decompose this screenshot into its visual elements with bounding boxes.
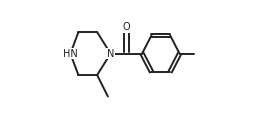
Text: N: N [107,49,114,59]
Text: O: O [123,22,130,32]
Text: HN: HN [63,49,78,59]
